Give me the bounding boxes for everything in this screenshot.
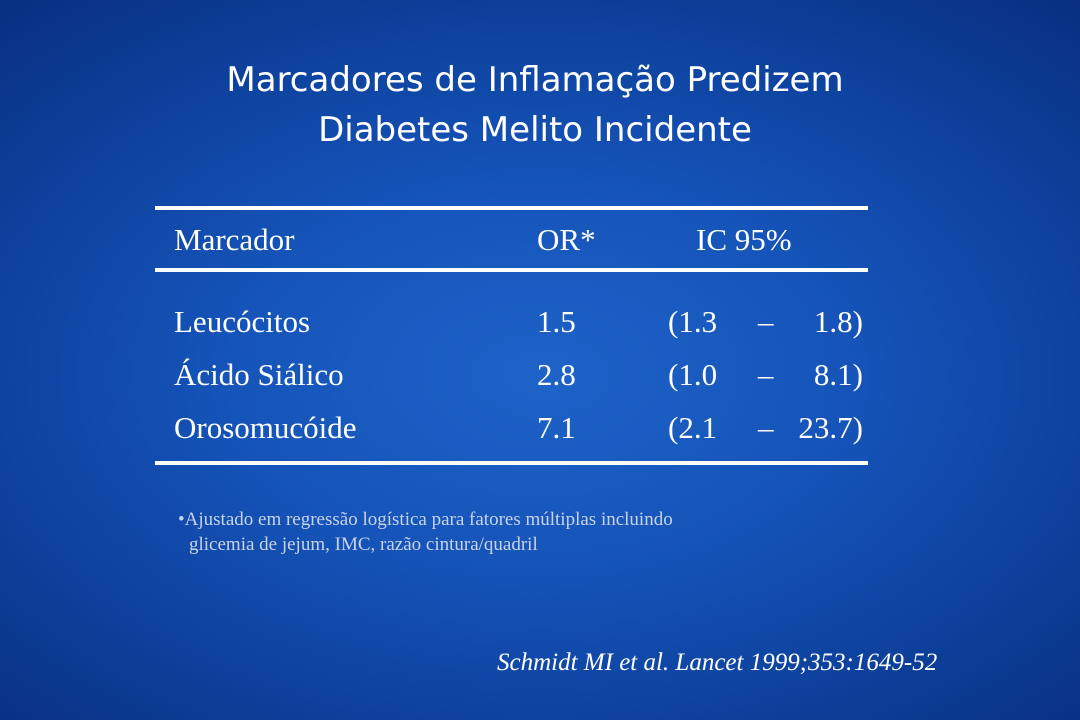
- footnote-line-2: glicemia de jejum, IMC, razão cintura/qu…: [189, 534, 538, 555]
- table-header-rule: [155, 268, 868, 272]
- row-marker: Ácido Siálico: [174, 357, 344, 392]
- ci-lower: (1.3: [668, 304, 718, 339]
- header-ci: IC 95%: [696, 222, 792, 257]
- citation: Schmidt MI et al. Lancet 1999;353:1649-5…: [497, 649, 938, 676]
- ci-upper: 1.8): [813, 304, 863, 339]
- ci-upper: 23.7): [798, 410, 863, 445]
- table-bottom-rule: [155, 461, 868, 465]
- row-or: 2.8: [537, 357, 576, 392]
- ci-upper: 8.1): [813, 357, 863, 392]
- table-top-rule: [155, 206, 868, 210]
- row-marker: Orosomucóide: [174, 410, 357, 445]
- ci-dash: –: [758, 357, 774, 392]
- slide-title: Marcadores de Inflamação Predizem Diabet…: [0, 55, 1070, 155]
- row-or: 7.1: [537, 410, 576, 445]
- footnote-line-1: •Ajustado em regressão logística para fa…: [178, 509, 673, 530]
- slide-title-line-1: Marcadores de Inflamação Predizem: [226, 60, 844, 100]
- ci-lower: (1.0: [668, 357, 718, 392]
- header-marker: Marcador: [174, 222, 295, 257]
- footnote: •Ajustado em regressão logística para fa…: [178, 507, 673, 557]
- slide-title-line-2: Diabetes Melito Incidente: [318, 110, 752, 150]
- ci-dash: –: [758, 410, 774, 445]
- row-or: 1.5: [537, 304, 576, 339]
- ci-lower: (2.1: [668, 410, 718, 445]
- header-or: OR*: [537, 222, 596, 257]
- row-marker: Leucócitos: [174, 304, 311, 339]
- ci-dash: –: [758, 304, 774, 339]
